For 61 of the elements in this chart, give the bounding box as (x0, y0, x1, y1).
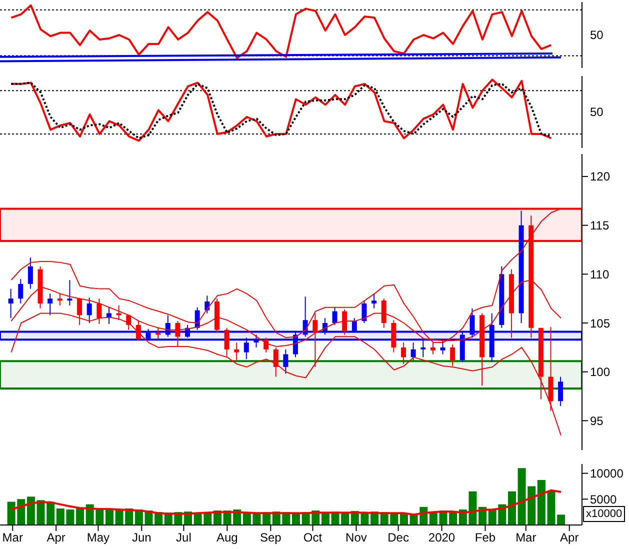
candlestick (352, 318, 357, 334)
bar (508, 491, 516, 525)
candlestick (450, 344, 456, 366)
y-tick-label: 100 (590, 365, 610, 380)
bar (400, 514, 408, 525)
candlestick (18, 278, 24, 304)
candlestick (244, 337, 249, 360)
x-tick-label: Mar (2, 530, 23, 545)
y-tick-label: 95 (590, 414, 604, 428)
y-tick-label: 110 (590, 267, 610, 282)
candlestick (28, 257, 33, 290)
candlestick (146, 328, 151, 342)
bar (105, 509, 114, 525)
y-axis-title: x10000 (583, 506, 626, 522)
x-tick-label: Oct (303, 530, 323, 545)
y-tick-label: 120 (590, 170, 610, 184)
line-series (10, 489, 562, 516)
x-tick-label: Jun (132, 530, 152, 545)
candlestick (57, 293, 62, 306)
x-tick-label: Nov (346, 530, 367, 545)
x-tick-label: Dec (388, 530, 409, 545)
y-tick-label: 10000 (590, 466, 624, 481)
candlestick (372, 293, 377, 309)
candlestick (400, 342, 406, 365)
candlestick (381, 298, 386, 328)
x-tick-label: Jul (176, 530, 192, 545)
bar (557, 514, 566, 525)
candlestick (293, 330, 298, 358)
y-tick-label: 5000 (590, 492, 618, 506)
candlestick (67, 280, 72, 306)
x-tick-label: Feb (474, 530, 496, 545)
candlestick (558, 376, 564, 407)
candlestick (234, 342, 240, 361)
x-tick-label: May (86, 530, 110, 545)
text: 50 (590, 104, 604, 120)
candlestick (224, 327, 230, 358)
candlestick (440, 340, 446, 355)
y-tick-label: 115 (590, 218, 610, 233)
bar (76, 508, 84, 525)
candlestick (362, 300, 367, 324)
x-tick-label: 2020 (428, 530, 456, 545)
candlestick (332, 306, 338, 326)
candlestick (470, 308, 475, 338)
text: 50 (590, 27, 604, 43)
x-tick-label: Mar (516, 530, 536, 545)
x-tick-label: Apr (46, 530, 66, 545)
candlestick (8, 288, 14, 319)
candlestick (204, 295, 210, 314)
candlestick (322, 318, 328, 336)
x-tick-label: Apr (560, 530, 579, 545)
candlestick (420, 340, 426, 358)
candlestick (254, 334, 259, 348)
candlestick (283, 348, 288, 374)
candlestick (165, 314, 170, 338)
bar (26, 496, 35, 525)
candlestick (48, 293, 53, 316)
x-tick-label: Sep (260, 530, 282, 545)
y-tick-label: 105 (590, 316, 610, 330)
candlestick (410, 342, 416, 361)
x-tick-label: Aug (216, 530, 238, 545)
candlestick (86, 297, 92, 324)
